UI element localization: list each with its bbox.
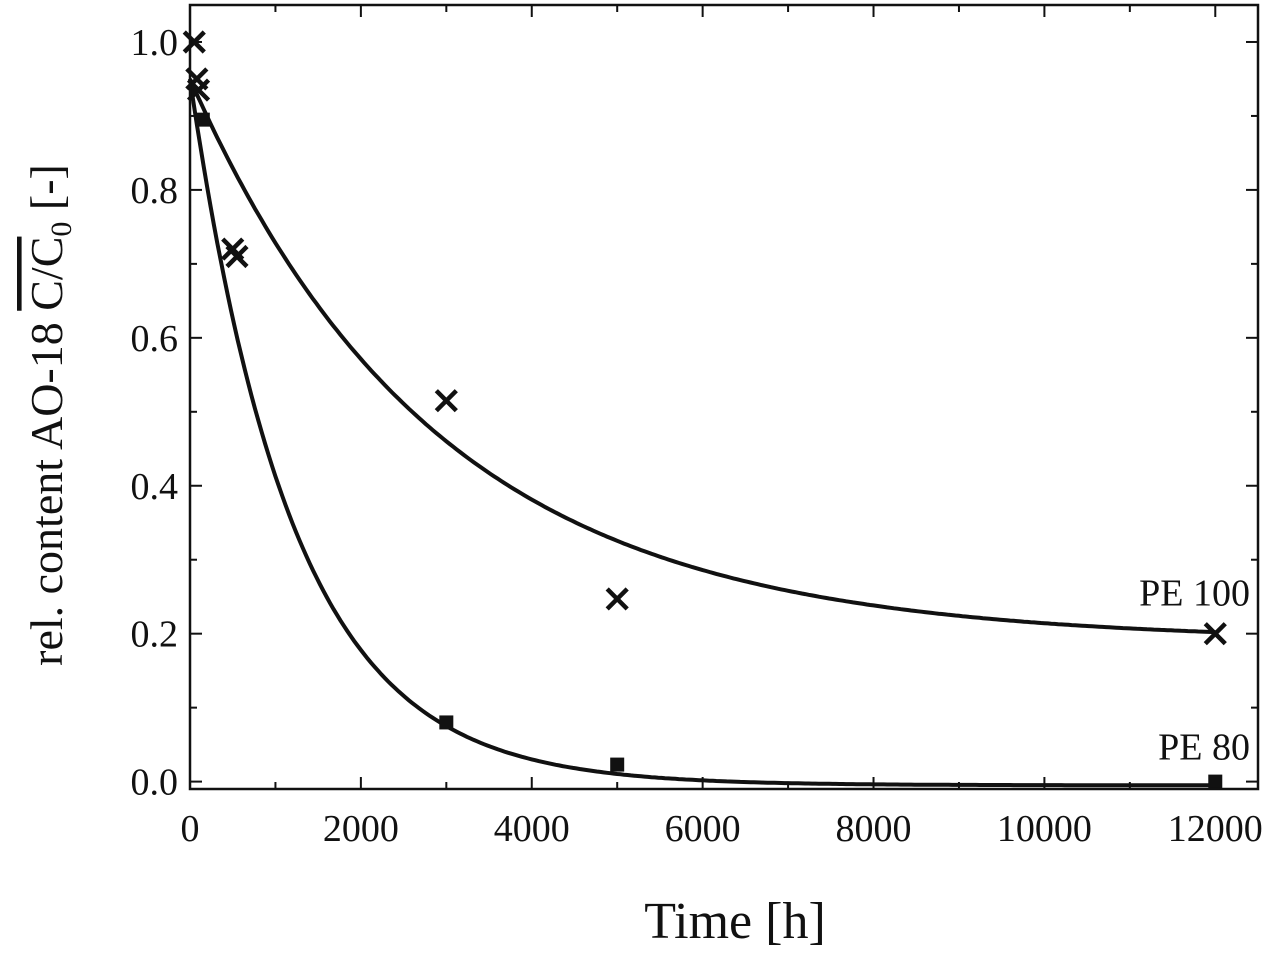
plot-frame [188,3,1260,791]
x-tick-label: 6000 [665,808,741,850]
x-axis-title: Time [h] [644,893,826,950]
y-axis-title: rel. content AO-18 C/C0 [-] [21,164,78,666]
pe-100-data-point [186,78,211,102]
y-axis-title-subscript: 0 [45,222,78,237]
x-tick-label: 12000 [1168,808,1263,850]
x-tick-label: 4000 [494,808,570,850]
y-axis-title-fraction: C/C [21,237,72,311]
pe-100-data-point [434,389,458,413]
pe-100-data-point [605,587,629,611]
y-axis-title-suffix: [-] [21,164,72,221]
x-tick-label: 0 [181,808,200,850]
y-tick-label: 0.0 [131,762,179,804]
pe-80-data-point [610,757,625,772]
y-tick-label: 1.0 [131,22,179,64]
pe-100-data-point [225,244,249,269]
pe-80-fit-curve [188,78,1216,788]
pe-80-data-point [195,112,210,127]
y-tick-label: 0.4 [131,466,179,508]
pe-100-series-label: PE 100 [1139,573,1250,615]
y-axis-title-prefix: rel. content AO-18 [21,311,72,666]
pe-80-data-point [439,715,454,730]
svg-text:rel. content AO-18 C/C0 [-]: rel. content AO-18 C/C0 [-] [21,164,78,666]
x-tick-label: 2000 [323,808,399,850]
pe-100-fit-curve [188,78,1216,635]
x-tick-label: 8000 [836,808,912,850]
x-tick-label: 10000 [997,808,1092,850]
y-tick-label: 0.6 [131,318,179,360]
pe-80-data-point [1208,774,1223,789]
pe-80-series-label: PE 80 [1158,727,1250,769]
y-tick-label: 0.2 [131,614,179,656]
y-tick-label: 0.8 [131,170,179,212]
pe-100-data-point [1203,622,1227,646]
pe-100-data-point [182,30,206,54]
